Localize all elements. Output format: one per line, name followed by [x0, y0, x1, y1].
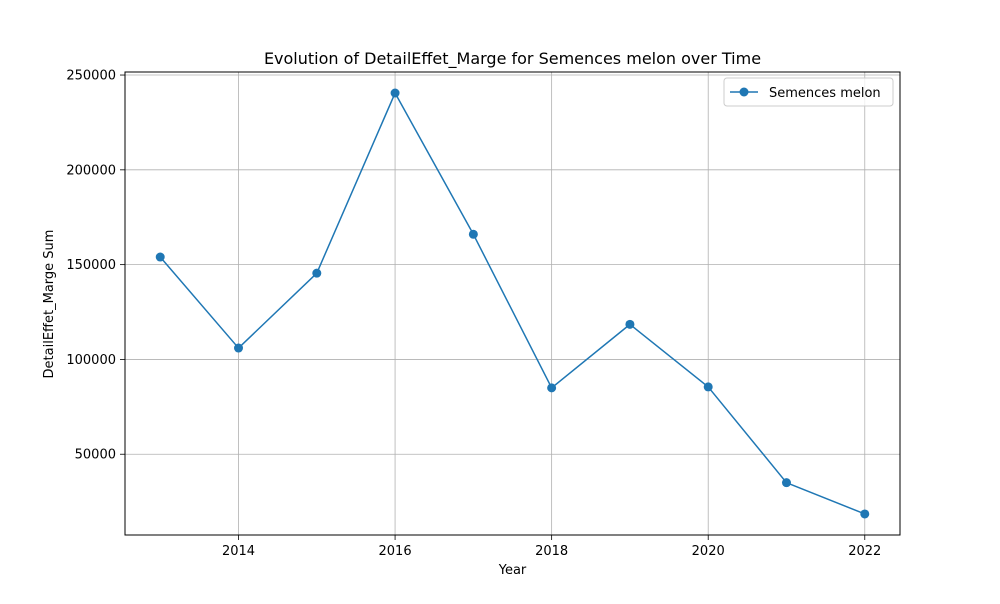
- y-tick-label: 150000: [66, 258, 116, 273]
- legend: Semences melon: [723, 77, 894, 107]
- x-tick-label: 2022: [848, 544, 881, 559]
- axis-ticks: 2014 2016 2018 2020 2022 50000 100000 150000 200…: [66, 69, 881, 559]
- data-point[interactable]: [234, 343, 244, 353]
- data-point[interactable]: [390, 88, 400, 98]
- series-line: [159, 92, 866, 515]
- legend-marker-swatch: [739, 87, 749, 97]
- data-point[interactable]: [781, 478, 791, 488]
- legend-label: Semences melon: [769, 86, 881, 101]
- data-point[interactable]: [860, 509, 870, 519]
- y-axis-label: DetailEffet_Marge Sum: [42, 230, 57, 379]
- series-layer: [155, 88, 870, 519]
- legend-box: [723, 77, 894, 107]
- data-point[interactable]: [625, 319, 635, 329]
- grid-lines: [125, 72, 900, 535]
- y-tick-label: 50000: [75, 448, 116, 463]
- x-tick-label: 2016: [379, 544, 412, 559]
- y-tick-label: 250000: [66, 69, 116, 84]
- plot-frame: [124, 71, 901, 536]
- y-tick-label: 200000: [66, 163, 116, 178]
- data-point[interactable]: [155, 252, 165, 262]
- chart-title: Evolution of DetailEffet_Marge for Semen…: [264, 49, 761, 69]
- data-point[interactable]: [703, 382, 713, 392]
- x-tick-label: 2014: [222, 544, 255, 559]
- data-point[interactable]: [468, 229, 478, 239]
- y-tick-label: 100000: [66, 353, 116, 368]
- data-point[interactable]: [312, 268, 322, 278]
- x-axis-label: Year: [498, 563, 527, 578]
- x-tick-label: 2018: [535, 544, 568, 559]
- x-tick-label: 2020: [692, 544, 725, 559]
- data-point[interactable]: [547, 383, 557, 393]
